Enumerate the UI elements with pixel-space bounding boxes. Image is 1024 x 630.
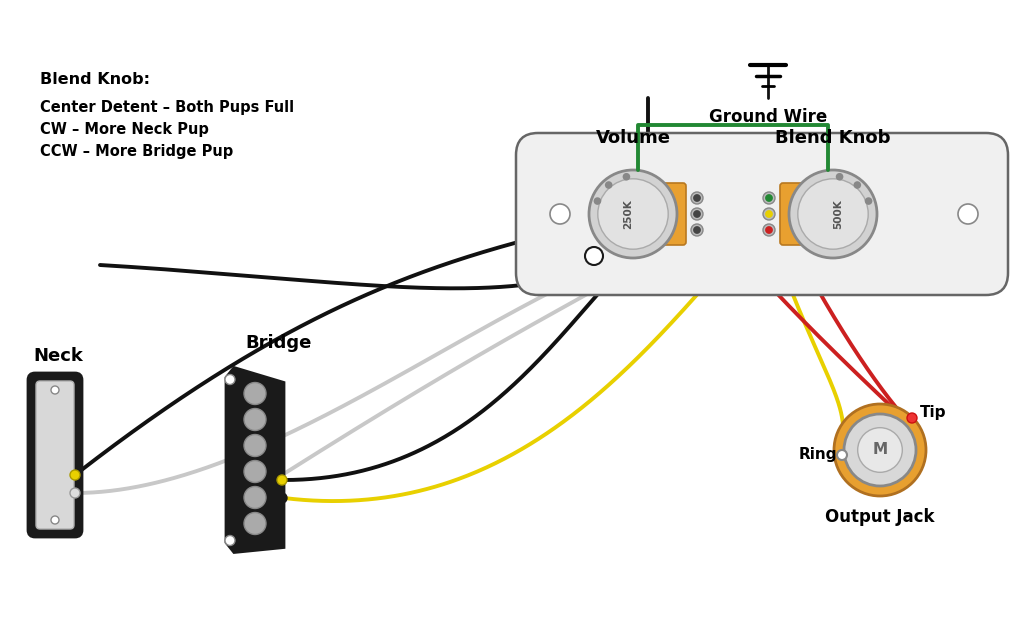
FancyBboxPatch shape [780, 183, 826, 245]
Circle shape [594, 197, 601, 205]
Text: Tip: Tip [920, 404, 946, 420]
Circle shape [958, 204, 978, 224]
Circle shape [244, 461, 266, 483]
Circle shape [605, 181, 612, 189]
Circle shape [589, 170, 677, 258]
Circle shape [763, 208, 775, 220]
Circle shape [766, 195, 772, 202]
Circle shape [691, 224, 703, 236]
Text: Neck: Neck [33, 347, 83, 365]
Circle shape [691, 208, 703, 220]
Text: Blend Knob:: Blend Knob: [40, 72, 150, 87]
Circle shape [766, 227, 772, 234]
Circle shape [766, 210, 772, 217]
Circle shape [70, 470, 80, 480]
Circle shape [691, 192, 703, 204]
Text: Bridge: Bridge [245, 335, 311, 353]
Text: Blend Knob: Blend Knob [775, 129, 891, 147]
Circle shape [836, 173, 844, 181]
Polygon shape [226, 367, 284, 553]
Circle shape [837, 450, 847, 460]
Circle shape [51, 386, 59, 394]
Circle shape [225, 536, 234, 546]
Text: M: M [872, 442, 888, 457]
Text: 500K: 500K [833, 199, 843, 229]
Text: CCW – More Bridge Pup: CCW – More Bridge Pup [40, 144, 233, 159]
Circle shape [763, 192, 775, 204]
Circle shape [693, 210, 700, 217]
Text: Volume: Volume [596, 129, 671, 147]
Circle shape [598, 179, 669, 249]
Circle shape [278, 475, 287, 485]
Circle shape [854, 181, 861, 189]
Circle shape [623, 173, 630, 181]
Circle shape [244, 435, 266, 457]
Circle shape [244, 382, 266, 404]
Text: 250K: 250K [623, 199, 633, 229]
Circle shape [244, 512, 266, 534]
Text: CW – More Neck Pup: CW – More Neck Pup [40, 122, 209, 137]
Circle shape [834, 404, 926, 496]
Circle shape [763, 224, 775, 236]
Circle shape [244, 486, 266, 508]
Circle shape [798, 179, 868, 249]
Circle shape [550, 204, 570, 224]
Circle shape [864, 197, 872, 205]
Circle shape [244, 408, 266, 430]
Text: Output Jack: Output Jack [825, 508, 935, 526]
Circle shape [51, 516, 59, 524]
Circle shape [693, 195, 700, 202]
Circle shape [278, 493, 287, 503]
FancyBboxPatch shape [28, 373, 82, 537]
Circle shape [858, 428, 902, 472]
Text: Ground Wire: Ground Wire [709, 108, 827, 126]
Circle shape [585, 247, 603, 265]
Circle shape [70, 488, 80, 498]
Circle shape [844, 414, 916, 486]
Circle shape [790, 170, 877, 258]
Circle shape [907, 413, 918, 423]
Circle shape [693, 227, 700, 234]
FancyBboxPatch shape [516, 133, 1008, 295]
FancyBboxPatch shape [640, 183, 686, 245]
Text: Center Detent – Both Pups Full: Center Detent – Both Pups Full [40, 100, 294, 115]
Text: Ring: Ring [799, 447, 837, 462]
Circle shape [225, 374, 234, 384]
FancyBboxPatch shape [36, 381, 74, 529]
